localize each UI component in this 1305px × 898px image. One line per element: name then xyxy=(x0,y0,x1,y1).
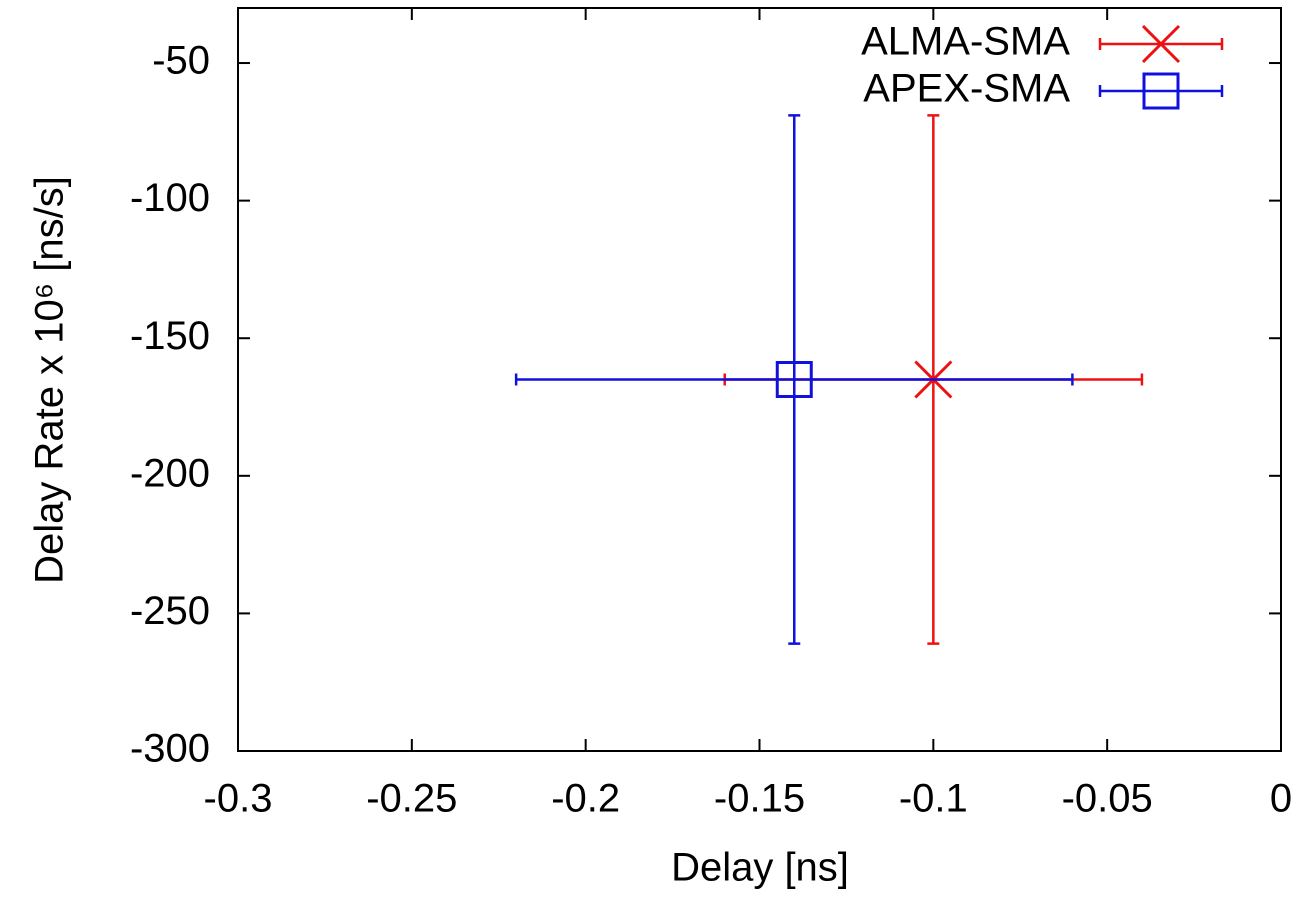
x-tick-label: -0.2 xyxy=(551,777,620,821)
legend-marker xyxy=(1141,24,1181,64)
legend-swatch xyxy=(1098,85,1224,97)
x-tick-label: -0.05 xyxy=(1062,777,1153,821)
y-tick-label: -150 xyxy=(130,314,210,358)
y-tick-label: -300 xyxy=(130,727,210,771)
legend-label: APEX-SMA xyxy=(863,67,1070,111)
x-tick-label: 0 xyxy=(1270,777,1292,821)
y-error-bar xyxy=(788,114,801,645)
x-tick-label: -0.15 xyxy=(714,777,805,821)
x-axis-label: Delay [ns] xyxy=(671,846,849,890)
y-tick-label: -250 xyxy=(130,589,210,633)
y-axis-label: Delay Rate x 10⁶ [ns/s] xyxy=(28,176,72,584)
y-tick-label: -50 xyxy=(152,39,210,83)
marker xyxy=(775,361,813,398)
legend-marker xyxy=(1142,72,1180,110)
x-tick-label: -0.1 xyxy=(899,777,968,821)
x-tick-label: -0.3 xyxy=(204,777,273,821)
y-tick-label: -100 xyxy=(130,176,210,220)
x-tick-label: -0.25 xyxy=(366,777,457,821)
legend-label: ALMA-SMA xyxy=(861,20,1070,64)
y-tick-label: -200 xyxy=(130,451,210,495)
